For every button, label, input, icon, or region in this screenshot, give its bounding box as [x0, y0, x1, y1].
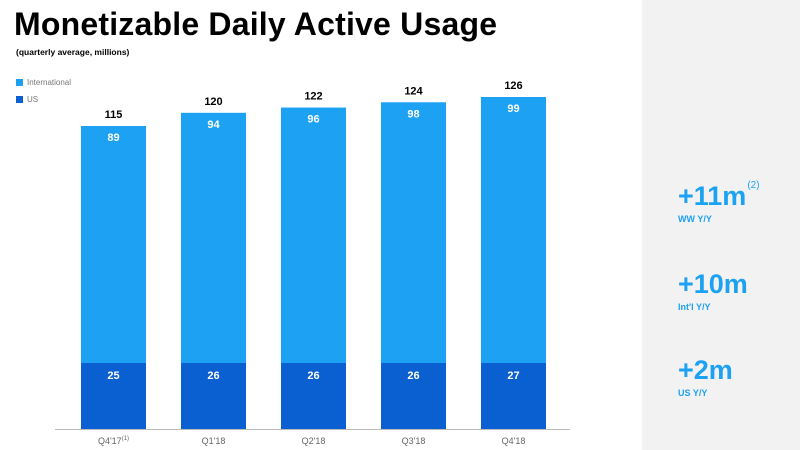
total-label-1: 120	[204, 96, 222, 108]
international-label-2: 96	[307, 114, 319, 126]
legend-swatch-us	[16, 96, 23, 103]
total-label-4: 126	[504, 80, 522, 92]
legend-label-us: US	[27, 95, 39, 104]
x-tick-label-2: Q2'18	[302, 436, 326, 446]
stat-ww-value: +11m(2)	[678, 180, 760, 211]
x-tick-footnote-0: (1)	[122, 436, 129, 442]
legend-swatch-international	[16, 79, 23, 86]
total-label-3: 124	[404, 85, 423, 97]
bar-us-4	[481, 363, 546, 429]
bar-us-1	[181, 363, 246, 429]
stat-intl-label: Int'l Y/Y	[678, 302, 711, 312]
x-tick-label-4: Q4'18	[502, 436, 526, 446]
international-label-4: 99	[507, 103, 519, 115]
x-tick-label-3: Q3'18	[402, 436, 426, 446]
legend-item-international: International	[16, 75, 71, 90]
us-label-3: 26	[407, 370, 419, 382]
total-label-0: 115	[105, 109, 123, 121]
stat-ww-label: WW Y/Y	[678, 214, 712, 224]
chart-subtitle: (quarterly average, millions)	[16, 47, 130, 57]
bar-international-2	[281, 107, 346, 364]
stat-ww-footnote: (2)	[747, 180, 760, 191]
total-label-2: 122	[304, 91, 322, 103]
yoy-stats-panel: +11m(2) WW Y/Y +10m Int'l Y/Y +2m US Y/Y	[642, 0, 800, 450]
legend: International US	[16, 75, 71, 109]
international-label-1: 94	[207, 119, 220, 131]
legend-item-us: US	[16, 92, 71, 107]
us-label-4: 27	[507, 370, 519, 382]
us-label-1: 26	[207, 370, 219, 382]
bar-us-2	[281, 363, 346, 429]
stat-us: +2m US Y/Y	[678, 355, 733, 399]
us-label-0: 25	[107, 370, 119, 382]
stat-intl-value: +10m	[678, 269, 748, 299]
international-label-0: 89	[107, 132, 119, 144]
stacked-bar-chart: 115 89 25 Q4'17(1) 120 94 26 Q1'18 122 96 26 Q2'18 1…	[55, 80, 570, 446]
bar-international-1	[181, 112, 246, 363]
us-label-2: 26	[307, 370, 319, 382]
bar-international-0	[81, 125, 146, 363]
bar-international-3	[381, 102, 446, 364]
stat-intl: +10m Int'l Y/Y	[678, 269, 748, 313]
stat-ww: +11m(2) WW Y/Y	[678, 180, 760, 225]
x-tick-label-0: Q4'17(1)	[98, 436, 129, 446]
international-label-3: 98	[407, 108, 419, 120]
stat-us-label: US Y/Y	[678, 388, 708, 398]
x-tick-label-1: Q1'18	[202, 436, 226, 446]
legend-label-international: International	[27, 78, 72, 87]
bar-us-3	[381, 363, 446, 429]
bar-us-0	[81, 363, 146, 429]
bar-international-4	[481, 97, 546, 363]
stat-us-value: +2m	[678, 355, 733, 385]
chart-title: Monetizable Daily Active Usage	[14, 6, 498, 42]
